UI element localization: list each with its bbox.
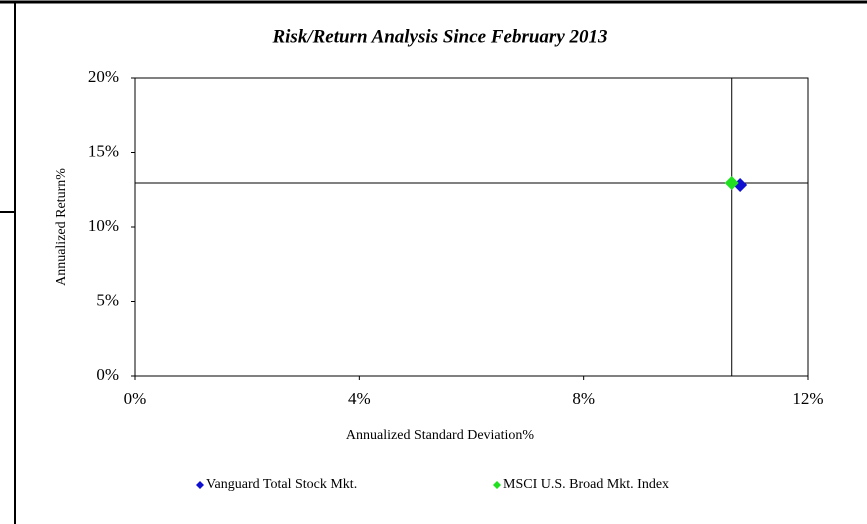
x-tick-label: 4% [348,389,371,408]
y-tick-label: 15% [88,141,119,160]
y-tick-label: 10% [88,216,119,235]
x-axis-label: Annualized Standard Deviation% [346,428,535,443]
plot-area [134,77,809,377]
legend-marker [196,481,204,489]
y-tick-label: 20% [88,67,119,86]
chart-title: Risk/Return Analysis Since February 2013 [271,26,607,47]
y-tick-label: 5% [96,290,119,309]
legend-label: MSCI U.S. Broad Mkt. Index [503,477,669,492]
x-tick-label: 12% [792,389,823,408]
y-axis-label: Annualized Return% [54,168,69,286]
legend-marker [493,481,501,489]
x-tick-label: 0% [124,389,147,408]
point [724,176,739,191]
y-tick-label: 0% [96,365,119,384]
x-tick-label: 8% [572,389,595,408]
legend-label: Vanguard Total Stock Mkt. [206,477,357,492]
